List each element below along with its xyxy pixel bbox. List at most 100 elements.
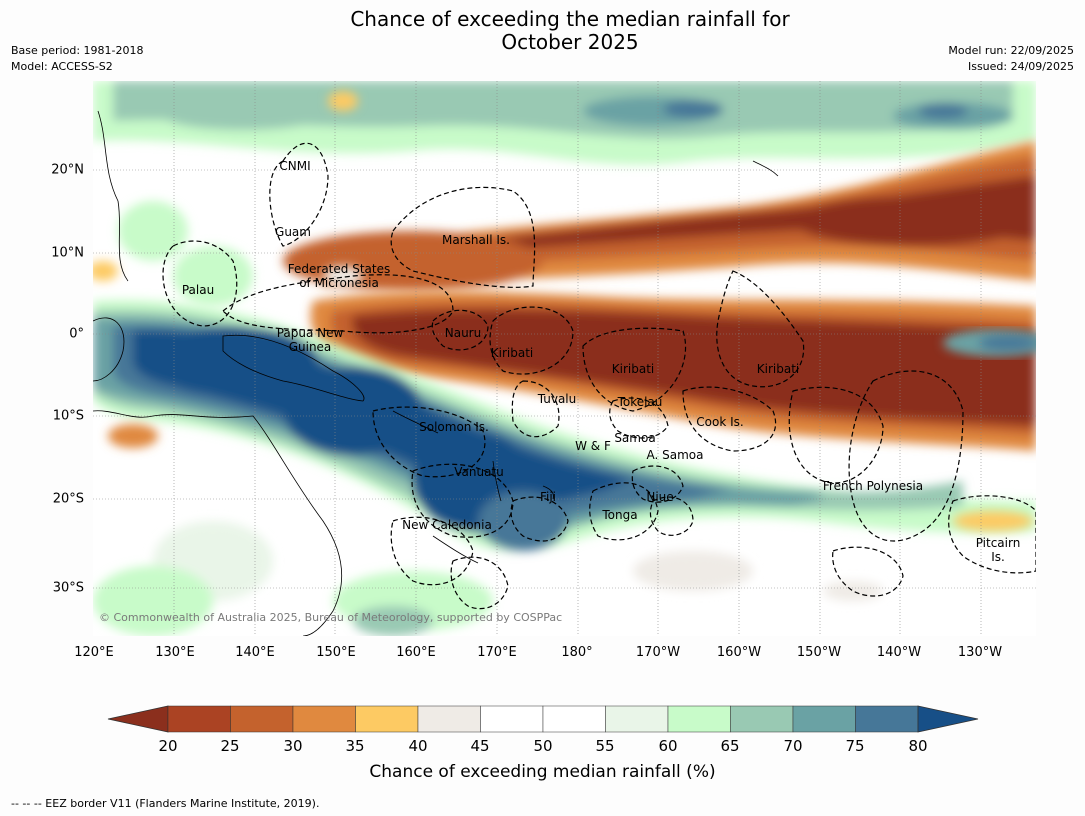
colorbar-segment <box>292 705 356 733</box>
label-fsm-line2: of Micronesia <box>299 276 379 290</box>
label-kiribati-east: Kiribati <box>757 362 799 376</box>
label-niue: Niue <box>646 490 673 504</box>
lon-label: 150°W <box>796 645 842 660</box>
label-fsm-line1: Federated States <box>288 262 390 276</box>
colorbar-tick: 80 <box>908 737 928 755</box>
lon-label: 180° <box>561 645 593 660</box>
meta-left: Base period: 1981-2018 Model: ACCESS-S2 <box>11 43 143 75</box>
label-tokelau: Tokelau <box>617 395 663 409</box>
equatorial-dry-band <box>310 291 1036 451</box>
spcz-wet-band <box>93 300 1036 552</box>
coastlines <box>93 110 779 636</box>
lon-label: 120°E <box>74 645 114 660</box>
colorbar-segment <box>730 705 794 733</box>
hawaii-coast <box>752 160 779 177</box>
solomon-coast <box>392 410 439 434</box>
colorbar-segment <box>480 705 544 733</box>
lat-label: 0° <box>69 326 84 342</box>
lon-label: 140°E <box>235 645 275 660</box>
copyright-credit: © Commonwealth of Australia 2025, Bureau… <box>99 611 562 624</box>
lon-label: 160°E <box>396 645 436 660</box>
australia-coast <box>93 410 343 636</box>
colorbar-segment <box>667 705 731 733</box>
label-american-samoa: A. Samoa <box>647 448 704 462</box>
rainfall-map: CNMI Guam Marshall Is. Federated States … <box>93 81 1036 636</box>
colorbar <box>107 705 979 733</box>
eez-borders <box>162 142 1036 610</box>
title-line-1: Chance of exceeding the median rainfall … <box>350 7 790 31</box>
lat-label: 10°N <box>51 245 84 261</box>
title-line-2: October 2025 <box>501 30 639 54</box>
label-tonga: Tonga <box>601 508 637 522</box>
colorbar-tick: 50 <box>533 737 553 755</box>
colorbar-tick: 45 <box>470 737 490 755</box>
lon-label: 130°E <box>155 645 195 660</box>
colorbar-segment <box>542 705 606 733</box>
meta-right: Model run: 22/09/2025 Issued: 24/09/2025 <box>948 43 1074 75</box>
label-solomon: Solomon Is. <box>419 420 489 434</box>
label-png-line1: Papua New <box>277 326 344 340</box>
lat-label: 20°S <box>52 491 84 507</box>
issued-date: Issued: 24/09/2025 <box>967 60 1074 73</box>
colorbar-tick: 65 <box>720 737 740 755</box>
colorbar-tick: 75 <box>845 737 865 755</box>
label-samoa: Samoa <box>614 431 655 445</box>
lon-label: 130°W <box>957 645 1003 660</box>
colorbar-segment <box>605 705 669 733</box>
colorbar-tick: 70 <box>783 737 803 755</box>
colorbar-label: Chance of exceeding median rainfall (%) <box>369 762 716 782</box>
colorbar-tick: 60 <box>658 737 678 755</box>
colorbar-segment <box>417 705 481 733</box>
new-guinea-coast <box>222 334 365 402</box>
base-period: Base period: 1981-2018 <box>11 44 144 57</box>
label-new-caledonia: New Caledonia <box>402 518 492 532</box>
colorbar-tick: 35 <box>345 737 365 755</box>
colorbar-segment <box>230 705 294 733</box>
label-png-line2: Guinea <box>289 340 332 354</box>
colorbar-tick: 30 <box>283 737 303 755</box>
label-tuvalu: Tuvalu <box>537 392 577 406</box>
fiji-coast <box>542 485 554 500</box>
label-marshall: Marshall Is. <box>442 233 510 247</box>
label-pitcairn-line2: Is. <box>991 550 1005 564</box>
lon-label: 160°W <box>716 645 762 660</box>
colorbar-tick: 20 <box>158 737 178 755</box>
label-kiribati-west: Kiribati <box>491 346 533 360</box>
place-labels: CNMI Guam Marshall Is. Federated States … <box>182 159 1020 564</box>
lat-label: 30°S <box>52 580 84 596</box>
lon-label: 170°E <box>477 645 517 660</box>
colorbar-tick: 25 <box>220 737 240 755</box>
label-fiji: Fiji <box>540 490 556 504</box>
colorbar-segment <box>855 705 919 733</box>
vanuatu-coast <box>492 460 502 502</box>
colorbar-segment <box>167 705 231 733</box>
lon-label: 150°E <box>316 645 356 660</box>
philippines-coast <box>97 110 129 282</box>
colorbar-tick: 55 <box>595 737 615 755</box>
label-palau: Palau <box>182 283 214 297</box>
label-french-polynesia: French Polynesia <box>823 479 923 493</box>
colorbar-high-arrow <box>917 705 979 733</box>
label-vanuatu: Vanuatu <box>454 465 504 479</box>
model-name: Model: ACCESS-S2 <box>11 60 113 73</box>
colorbar-tick: 40 <box>408 737 428 755</box>
label-nauru: Nauru <box>445 326 481 340</box>
map-title: Chance of exceeding the median rainfall … <box>0 8 1085 54</box>
label-kiribati-central: Kiribati <box>612 362 654 376</box>
colorbar-segment <box>355 705 419 733</box>
lon-label: 170°W <box>635 645 681 660</box>
colorbar-segment <box>792 705 856 733</box>
east-wet-patch <box>943 329 1036 357</box>
lon-label: 140°W <box>876 645 922 660</box>
eez-footnote: -- -- -- EEZ border V11 (Flanders Marine… <box>11 797 320 810</box>
model-run: Model run: 22/09/2025 <box>948 44 1074 57</box>
label-wallis-futuna: W & F <box>575 439 611 453</box>
newcal-coast <box>432 535 479 564</box>
label-pitcairn-line1: Pitcairn <box>976 536 1021 550</box>
label-cook: Cook Is. <box>696 415 743 429</box>
label-cnmi: CNMI <box>279 159 310 173</box>
lat-label: 20°N <box>51 162 84 178</box>
label-guam: Guam <box>275 225 311 239</box>
colorbar-low-arrow <box>107 705 169 733</box>
southern-patches <box>93 91 1033 636</box>
